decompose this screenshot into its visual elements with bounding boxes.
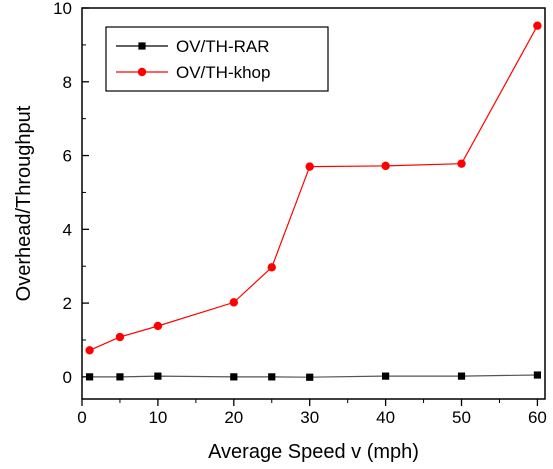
data-point	[85, 346, 94, 355]
x-tick-label: 0	[77, 408, 86, 427]
legend-box	[105, 26, 329, 92]
data-point	[268, 373, 276, 381]
y-tick-label: 0	[63, 368, 72, 387]
legend-label: OV/TH-khop	[176, 63, 270, 82]
data-point	[533, 371, 542, 379]
x-tick-label: 20	[224, 408, 243, 427]
series-layer	[85, 21, 542, 381]
data-point	[116, 373, 124, 381]
y-axis-title: Overhead/Throughput	[13, 105, 35, 301]
y-tick-label: 6	[63, 147, 72, 166]
x-axis: 0 10 20 30 40 50 60	[77, 399, 547, 427]
legend-label: OV/TH-RAR	[176, 37, 270, 56]
data-point	[229, 298, 239, 307]
data-point	[306, 373, 314, 381]
legend-marker	[137, 67, 147, 77]
y-tick-label: 4	[63, 220, 72, 239]
x-tick-label: 40	[376, 408, 395, 427]
data-point	[457, 372, 466, 380]
y-tick-label: 2	[63, 294, 72, 313]
x-tick-label: 10	[148, 408, 167, 427]
data-point	[267, 263, 276, 272]
plot-frame	[81, 7, 546, 400]
data-point	[115, 332, 125, 342]
data-point	[85, 373, 94, 381]
data-point	[533, 21, 542, 30]
x-tick-label: 30	[300, 408, 319, 427]
x-axis-title: Average Speed v (mph)	[208, 441, 419, 463]
y-axis: 0 2 4 6 8 10	[53, 0, 89, 387]
data-point	[305, 162, 314, 171]
legend: OV/TH-RAR OV/TH-khop	[105, 26, 329, 92]
y-tick-label: 10	[53, 0, 72, 18]
data-point	[457, 159, 466, 168]
legend-marker	[138, 42, 146, 50]
data-point	[382, 372, 390, 380]
data-point	[153, 321, 163, 331]
x-tick-label: 60	[528, 408, 547, 427]
data-point	[230, 373, 238, 381]
y-tick-label: 8	[63, 73, 72, 92]
data-point	[154, 372, 162, 380]
x-tick-label: 50	[452, 408, 471, 427]
data-point	[381, 161, 390, 171]
